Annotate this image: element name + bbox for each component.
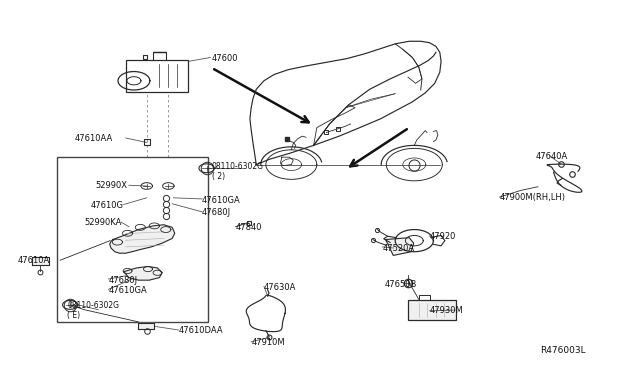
Text: 47610A: 47610A	[17, 256, 49, 265]
Text: R476003L: R476003L	[540, 346, 586, 355]
Text: 47610DAA: 47610DAA	[179, 326, 223, 335]
Text: 47640A: 47640A	[536, 152, 568, 161]
Bar	[408, 301, 456, 320]
Text: 47630A: 47630A	[264, 283, 296, 292]
Text: 47910M: 47910M	[251, 339, 285, 347]
Text: 47610GA: 47610GA	[202, 196, 241, 205]
Text: 47520A: 47520A	[383, 244, 415, 253]
Polygon shape	[32, 257, 49, 265]
Text: 47840: 47840	[236, 223, 262, 232]
Text: 47600: 47600	[212, 54, 238, 63]
Bar	[58, 157, 209, 322]
Text: 47610AA: 47610AA	[75, 134, 113, 143]
Text: 08110-6302G
( 2): 08110-6302G ( 2)	[212, 161, 264, 181]
Text: 47900M(RH,LH): 47900M(RH,LH)	[500, 193, 566, 202]
Text: 52990X: 52990X	[96, 182, 128, 190]
Polygon shape	[124, 266, 162, 280]
Text: 47680J: 47680J	[108, 276, 138, 285]
Text: 47930M: 47930M	[429, 306, 463, 315]
Text: 47610GA: 47610GA	[108, 286, 147, 295]
Text: 47920: 47920	[429, 232, 456, 241]
Text: 47680J: 47680J	[202, 208, 231, 217]
Polygon shape	[386, 238, 413, 256]
Text: 47610G: 47610G	[91, 201, 124, 210]
Text: 47650B: 47650B	[385, 280, 417, 289]
Polygon shape	[138, 323, 154, 329]
Text: 08110-6302G
( E): 08110-6302G ( E)	[67, 301, 119, 321]
Bar	[125, 61, 188, 92]
Polygon shape	[109, 225, 175, 253]
Text: 52990KA: 52990KA	[84, 218, 122, 227]
